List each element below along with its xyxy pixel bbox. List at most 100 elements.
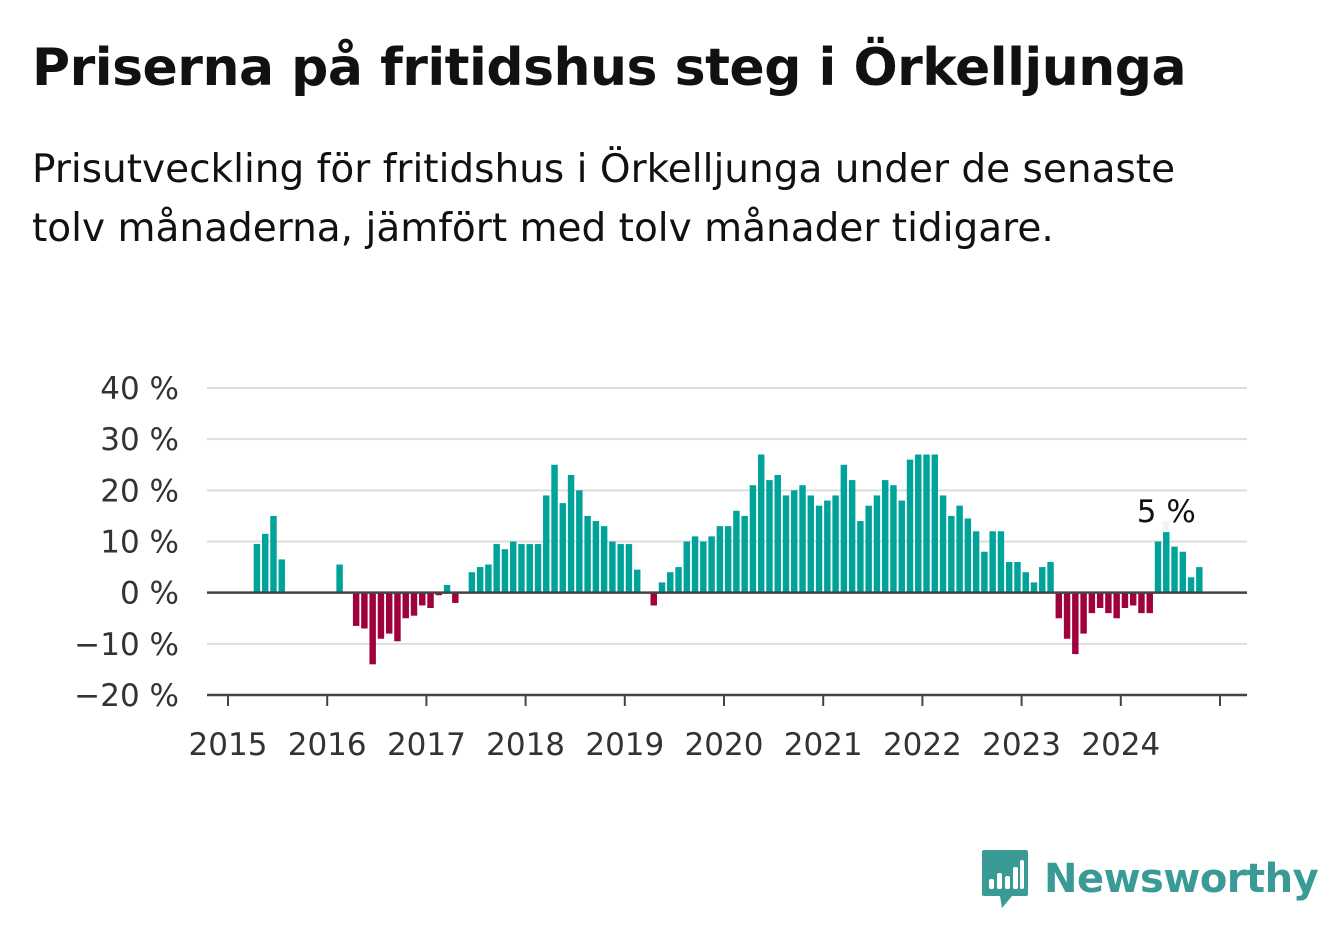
bars [253, 454, 1203, 665]
x-tick-label: 2021 [784, 727, 863, 763]
annotation-background [1136, 492, 1199, 533]
bar [1072, 592, 1079, 655]
bar [1096, 592, 1104, 609]
axes [207, 591, 1247, 706]
bar [584, 515, 591, 593]
bar [782, 495, 790, 593]
y-axis-labels: 40 % 30 % 20 % 10 % 0 % −10 % −20 % [74, 371, 179, 714]
bar [989, 531, 996, 593]
bar [898, 500, 905, 593]
bar [658, 582, 666, 593]
chart-title: Priserna på fritidshus steg i Örkelljung… [32, 38, 1187, 98]
bar [592, 521, 600, 593]
bar [377, 592, 385, 639]
y-tick-label: 40 % [100, 371, 179, 407]
annotation: 5 % [1136, 492, 1199, 533]
bar [716, 526, 724, 593]
bar [757, 454, 765, 593]
bar [1047, 561, 1054, 593]
bar [443, 584, 451, 593]
y-tick-label: 20 % [100, 473, 179, 509]
x-tick-label: 2018 [486, 727, 565, 763]
bar [394, 592, 401, 642]
bar [452, 592, 459, 603]
bar [972, 531, 980, 593]
chart-subtitle: Prisutveckling för fritidshus i Örkellju… [32, 147, 1176, 251]
bar [923, 454, 930, 593]
x-tick-label: 2024 [1081, 727, 1160, 763]
bar [485, 564, 492, 593]
bar [567, 474, 575, 593]
bar-chart-speech-bubble-icon [982, 850, 1028, 908]
bar [1022, 572, 1029, 593]
bar [526, 544, 533, 593]
bar [848, 480, 856, 593]
bar [1005, 561, 1013, 593]
bar [1154, 541, 1162, 593]
bar [1014, 561, 1021, 593]
bar [1196, 567, 1203, 593]
bar [625, 544, 633, 593]
x-tick-label: 2019 [585, 727, 664, 763]
bar [419, 592, 426, 606]
bar [509, 541, 517, 593]
bar [890, 485, 897, 593]
bar [402, 592, 409, 619]
bar [766, 480, 773, 593]
bar [559, 503, 567, 593]
x-axis-labels: 2015 2016 2017 2018 2019 2020 2021 2022 2023 2024 [189, 727, 1161, 763]
bar [708, 536, 715, 593]
bar [261, 533, 269, 593]
bar [361, 592, 368, 629]
bar [617, 544, 624, 593]
bar [799, 485, 806, 593]
bar [865, 505, 872, 593]
bar [609, 541, 616, 593]
bar [336, 564, 343, 593]
bar [931, 454, 939, 593]
y-tick-label: −20 % [74, 678, 179, 714]
bar [352, 592, 360, 626]
bar [997, 531, 1005, 593]
bar [683, 541, 691, 593]
bar [881, 480, 889, 593]
bar [700, 541, 707, 593]
x-tick-label: 2020 [685, 727, 764, 763]
bar [915, 454, 922, 593]
bar [1030, 582, 1038, 593]
bar [468, 572, 476, 593]
y-tick-label: −10 % [74, 627, 179, 663]
y-tick-label: 10 % [100, 525, 179, 561]
bar [1163, 521, 1170, 593]
bar [543, 495, 550, 593]
bar [270, 515, 277, 593]
bar [278, 559, 285, 593]
bar [1080, 592, 1087, 634]
bar [1129, 592, 1137, 606]
bar [791, 490, 798, 593]
bar [600, 526, 608, 593]
bar [815, 505, 823, 593]
bar [369, 592, 376, 665]
bar [410, 592, 418, 616]
bar [1121, 592, 1129, 609]
y-tick-label: 30 % [100, 422, 179, 458]
bar [1146, 592, 1153, 614]
bar [667, 572, 674, 593]
bar [1088, 592, 1096, 614]
bar [675, 567, 682, 593]
annotation-label: 5 % [1137, 494, 1196, 530]
bar [824, 500, 831, 593]
bar [385, 592, 393, 634]
x-tick-label: 2017 [387, 727, 466, 763]
x-tick-label: 2023 [982, 727, 1061, 763]
bar [939, 495, 947, 593]
bar [1179, 551, 1187, 593]
bar [253, 544, 261, 593]
bar [948, 515, 955, 593]
x-tick-label: 2015 [189, 727, 268, 763]
bar [906, 459, 914, 593]
bar [956, 505, 963, 593]
bar [774, 474, 781, 593]
